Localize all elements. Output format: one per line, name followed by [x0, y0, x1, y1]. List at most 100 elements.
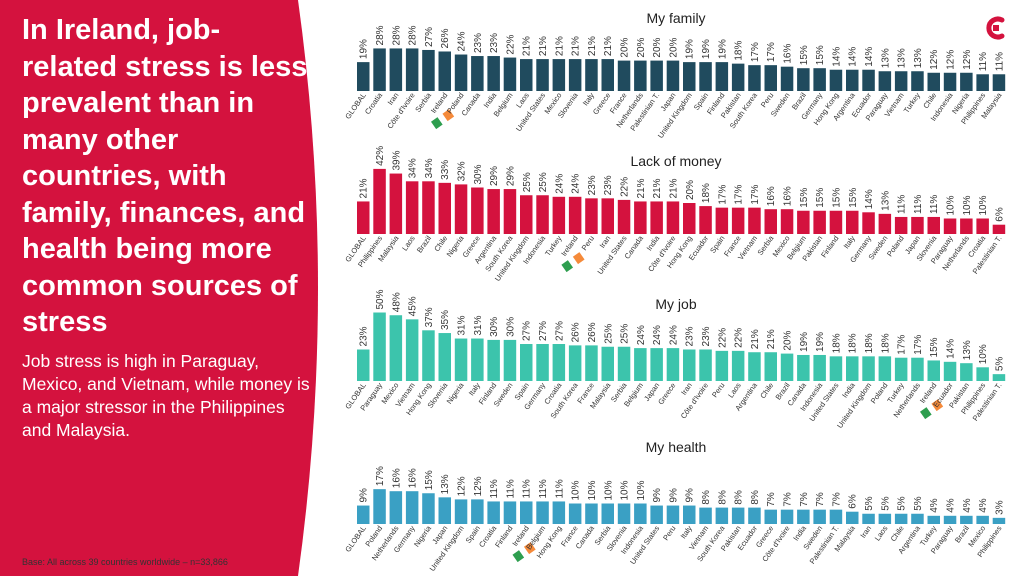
value-label: 34%: [424, 158, 435, 178]
bar: [552, 344, 566, 381]
bar: [357, 201, 370, 234]
value-label: 13%: [962, 340, 973, 360]
bar: [552, 501, 566, 524]
value-label: 14%: [864, 47, 875, 67]
bar: [601, 346, 614, 381]
category-label: Italy: [842, 234, 857, 251]
bar: [748, 65, 761, 91]
bar: [927, 216, 940, 234]
bar: [797, 68, 810, 91]
value-label: 21%: [766, 329, 777, 349]
category-label: GLOBAL: [343, 524, 368, 554]
bar: [797, 509, 810, 524]
value-label: 22%: [620, 177, 631, 197]
irish-flag-icon: [919, 399, 944, 420]
bar: [715, 350, 729, 381]
bar: [454, 54, 468, 91]
bar: [715, 62, 729, 91]
bar: [471, 338, 484, 381]
bar: [405, 48, 419, 91]
flag-white-stripe: [567, 256, 579, 268]
bar: [862, 356, 875, 381]
value-label: 24%: [554, 174, 565, 194]
bar: [894, 71, 908, 91]
value-label: 33%: [440, 160, 451, 180]
bar: [536, 344, 549, 381]
value-label: 13%: [897, 48, 908, 68]
category-label: Poland: [869, 381, 890, 405]
bar: [683, 505, 696, 524]
bar: [389, 173, 403, 234]
bar: [780, 353, 794, 381]
bar: [422, 493, 435, 524]
bar: [568, 345, 582, 381]
bar: [829, 356, 843, 381]
bar: [764, 209, 777, 234]
value-label: 30%: [489, 317, 500, 337]
bar: [536, 195, 549, 234]
value-label: 17%: [734, 185, 745, 205]
value-label: 15%: [815, 188, 826, 208]
bar: [943, 515, 957, 524]
bar: [976, 74, 989, 91]
value-label: 27%: [522, 321, 533, 341]
category-label: Brazil: [415, 234, 433, 255]
value-label: 7%: [766, 492, 777, 507]
category-label: Nigeria: [445, 380, 466, 405]
value-label: 19%: [799, 332, 810, 352]
value-label: 10%: [603, 480, 614, 500]
bar: [487, 56, 500, 91]
value-label: 22%: [734, 328, 745, 348]
value-label: 14%: [848, 47, 859, 67]
value-label: 4%: [978, 498, 989, 513]
bar: [585, 345, 598, 381]
value-label: 10%: [946, 195, 957, 215]
category-label: Italy: [679, 524, 694, 541]
bar: [992, 517, 1006, 524]
bar: [666, 60, 680, 91]
value-label: 15%: [929, 337, 940, 357]
bar: [487, 339, 500, 381]
base-note: Base: All across 39 countries worldwide …: [22, 557, 228, 567]
bar: [438, 497, 451, 524]
bar: [520, 59, 533, 91]
value-label: 8%: [734, 490, 745, 505]
value-label: 48%: [391, 292, 402, 312]
value-label: 24%: [668, 325, 679, 345]
bar: [894, 216, 908, 234]
value-label: 18%: [831, 333, 842, 353]
bar: [911, 71, 924, 91]
value-label: 21%: [652, 178, 663, 198]
value-label: 17%: [766, 42, 777, 62]
bar: [943, 72, 957, 91]
bar: [405, 181, 419, 234]
value-label: 17%: [897, 335, 908, 355]
flag-green-stripe: [430, 117, 443, 130]
bar: [601, 198, 614, 234]
value-label: 11%: [929, 195, 940, 214]
value-label: 27%: [554, 321, 565, 341]
value-label: 18%: [734, 41, 745, 61]
chart-title: Lack of money: [630, 153, 721, 169]
value-label: 24%: [457, 31, 468, 51]
value-label: 18%: [864, 333, 875, 353]
category-label: Iran: [386, 91, 401, 107]
bar: [731, 207, 745, 234]
value-label: 50%: [375, 289, 386, 309]
bar: [422, 49, 435, 91]
value-label: 12%: [929, 50, 940, 70]
flag-orange-stripe: [572, 252, 585, 265]
value-label: 3%: [994, 500, 1005, 515]
value-label: 16%: [783, 44, 794, 64]
value-label: 11%: [505, 479, 516, 498]
value-label: 16%: [408, 468, 419, 488]
value-label: 19%: [717, 39, 728, 59]
bar: [748, 507, 761, 524]
value-label: 7%: [831, 492, 842, 507]
value-label: 18%: [880, 333, 891, 353]
bar: [536, 501, 549, 524]
value-label: 4%: [962, 498, 973, 513]
value-label: 34%: [408, 158, 419, 178]
bar: [503, 339, 517, 381]
value-label: 8%: [701, 490, 712, 505]
